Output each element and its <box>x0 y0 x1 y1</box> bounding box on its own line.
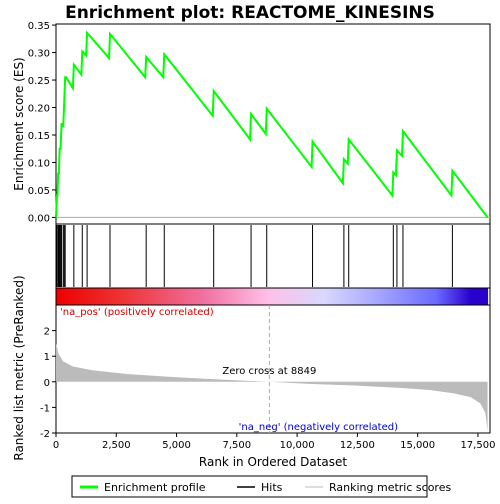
x-tick-label: 12,500 <box>340 440 375 451</box>
hit-markers <box>56 225 453 287</box>
es-y-axis-label: Enrichment score (ES) <box>12 57 26 190</box>
x-tick-label: 0 <box>53 440 59 451</box>
es-y-axis: 0.00 0.05 0.10 0.15 0.20 0.25 0.30 0.35 <box>28 21 56 224</box>
rank-x-axis: 0 2,500 5,000 7,500 10,000 12,500 15,000 17,500 <box>53 433 495 451</box>
ranked-y-tick-label: -2 <box>40 429 50 440</box>
legend-label: Ranking metric scores <box>329 481 451 494</box>
es-y-tick-label: 0.35 <box>28 21 50 32</box>
enrichment-panel-frame <box>55 23 491 225</box>
legend-label: Hits <box>261 481 283 494</box>
es-y-tick-label: 0.00 <box>28 213 50 224</box>
legend-label: Enrichment profile <box>104 481 206 494</box>
enrichment-profile-line <box>55 30 489 219</box>
ranked-y-tick-label: -1 <box>40 403 50 414</box>
es-y-tick-label: 0.10 <box>28 158 50 169</box>
legend: Enrichment profile Hits Ranking metric sco… <box>80 481 451 494</box>
x-tick-label: 17,500 <box>460 440 495 451</box>
ranked-panel-frame <box>55 304 491 434</box>
x-tick-label: 10,000 <box>280 440 315 451</box>
negative-correlation-label: 'na_neg' (negatively correlated) <box>239 422 398 433</box>
zero-cross-label: Zero cross at 8849 <box>222 366 316 377</box>
x-tick-label: 7,500 <box>223 440 252 451</box>
es-y-tick-label: 0.05 <box>28 186 50 197</box>
x-tick-label: 15,000 <box>400 440 435 451</box>
ranked-y-tick-label: 1 <box>44 352 50 363</box>
chart-title: Enrichment plot: REACTOME_KINESINS <box>65 3 435 23</box>
es-y-tick-label: 0.25 <box>28 76 50 87</box>
ranked-y-tick-label: 0 <box>44 378 50 389</box>
positive-correlation-label: 'na_pos' (positively correlated) <box>60 307 214 318</box>
x-tick-label: 2,500 <box>102 440 131 451</box>
es-y-tick-label: 0.30 <box>28 49 50 60</box>
ranked-y-axis-label: Ranked list metric (PreRanked) <box>12 275 26 460</box>
es-y-tick-label: 0.15 <box>28 131 50 142</box>
es-y-tick-label: 0.20 <box>28 104 50 115</box>
rank-color-bar <box>56 288 489 305</box>
hits-panel-frame <box>55 223 491 289</box>
ranked-y-axis: -2 -1 0 1 2 <box>40 327 56 440</box>
ranked-y-tick-label: 2 <box>44 327 50 338</box>
x-axis-label: Rank in Ordered Dataset <box>199 455 347 469</box>
ranking-metric-area <box>56 343 488 431</box>
x-tick-label: 5,000 <box>162 440 191 451</box>
